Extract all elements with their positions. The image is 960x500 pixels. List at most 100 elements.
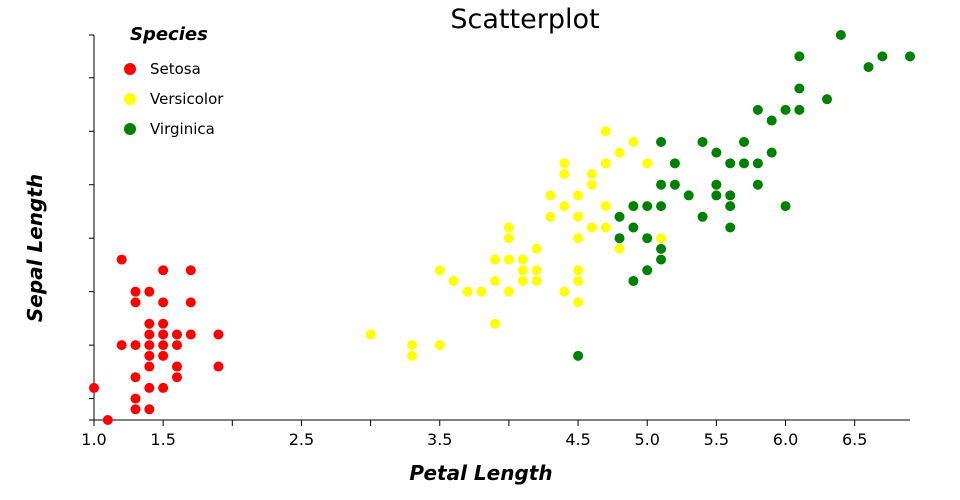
legend-title: Species — [130, 24, 208, 45]
virginica-point — [656, 201, 667, 212]
virginica-point — [794, 104, 805, 115]
virginica-point — [794, 83, 805, 94]
x-tick-label: 6.5 — [842, 430, 867, 449]
setosa-point — [144, 286, 155, 297]
versicolor-point — [559, 201, 570, 212]
virginica-point — [752, 104, 763, 115]
virginica-point — [725, 222, 736, 233]
versicolor-point — [407, 340, 418, 351]
setosa-point — [102, 415, 113, 425]
setosa-point — [144, 361, 155, 372]
legend-label-virginica: Virginica — [150, 120, 215, 138]
versicolor-point — [586, 169, 597, 180]
virginica-point — [766, 147, 777, 158]
virginica-point — [725, 190, 736, 201]
versicolor-point — [407, 350, 418, 361]
virginica-point — [656, 254, 667, 265]
virginica-point — [614, 233, 625, 244]
versicolor-point — [517, 265, 528, 276]
setosa-point — [158, 340, 169, 351]
versicolor-point — [503, 286, 514, 297]
setosa-point — [116, 340, 127, 351]
setosa-point — [144, 318, 155, 329]
virginica-point — [711, 190, 722, 201]
virginica-point — [697, 136, 708, 147]
setosa-point — [158, 297, 169, 308]
virginica-point — [642, 201, 653, 212]
versicolor-point — [586, 179, 597, 190]
versicolor-point — [600, 201, 611, 212]
versicolor-point — [503, 222, 514, 233]
x-axis: 1.0 1.5 2.5 3.5 4.5 5.0 5.5 6.0 6.5 — [81, 419, 910, 449]
versicolor-point — [490, 318, 501, 329]
virginica-point — [656, 136, 667, 147]
virginica-point — [642, 265, 653, 276]
versicolor-point — [559, 169, 570, 180]
x-tick-label: 5.0 — [634, 430, 659, 449]
virginica-point — [656, 243, 667, 254]
virginica-point — [725, 158, 736, 169]
setosa-point — [213, 361, 224, 372]
setosa-point — [158, 265, 169, 276]
data-points — [89, 30, 915, 425]
versicolor-point — [531, 243, 542, 254]
versicolor-point — [490, 275, 501, 286]
setosa-point — [171, 361, 182, 372]
versicolor-point — [559, 158, 570, 169]
x-tick-label: 4.5 — [565, 430, 590, 449]
setosa-point — [158, 318, 169, 329]
x-tick-label: 1.0 — [81, 430, 106, 449]
setosa-point — [158, 350, 169, 361]
virginica-point — [711, 147, 722, 158]
versicolor-point — [600, 126, 611, 137]
versicolor-point — [434, 340, 445, 351]
virginica-point — [697, 211, 708, 222]
x-tick-label: 6.0 — [773, 430, 798, 449]
setosa-point — [130, 404, 141, 415]
versicolor-point — [600, 158, 611, 169]
legend-marker-setosa — [124, 63, 136, 75]
versicolor-point — [573, 233, 584, 244]
virginica-point — [752, 158, 763, 169]
setosa-point — [130, 297, 141, 308]
virginica-point — [669, 179, 680, 190]
y-axis — [89, 34, 95, 421]
setosa-point — [116, 254, 127, 265]
setosa-point — [130, 372, 141, 383]
versicolor-point — [531, 265, 542, 276]
versicolor-point — [490, 254, 501, 265]
virginica-point — [877, 51, 888, 62]
setosa-point — [158, 382, 169, 393]
virginica-point — [780, 104, 791, 115]
virginica-point — [835, 30, 846, 40]
setosa-point — [89, 382, 99, 393]
versicolor-point — [517, 254, 528, 265]
virginica-point — [614, 211, 625, 222]
virginica-point — [780, 201, 791, 212]
legend: Species Setosa Versicolor Virginica — [124, 24, 224, 138]
setosa-point — [171, 340, 182, 351]
virginica-point — [628, 201, 639, 212]
virginica-point — [794, 51, 805, 62]
versicolor-point — [573, 190, 584, 201]
x-tick-label: 1.5 — [150, 430, 175, 449]
virginica-point — [766, 115, 777, 126]
virginica-point — [739, 136, 750, 147]
x-tick-label: 5.5 — [704, 430, 729, 449]
versicolor-point — [448, 275, 459, 286]
setosa-point — [185, 265, 196, 276]
versicolor-point — [545, 190, 556, 201]
versicolor-point — [656, 233, 667, 244]
virginica-point — [642, 233, 653, 244]
versicolor-point — [503, 233, 514, 244]
legend-label-versicolor: Versicolor — [150, 90, 224, 108]
legend-marker-versicolor — [124, 93, 136, 105]
versicolor-point — [517, 275, 528, 286]
versicolor-point — [531, 275, 542, 286]
versicolor-point — [642, 158, 653, 169]
setosa-point — [185, 329, 196, 340]
versicolor-point — [559, 286, 570, 297]
versicolor-point — [434, 265, 445, 276]
setosa-point — [130, 393, 141, 404]
